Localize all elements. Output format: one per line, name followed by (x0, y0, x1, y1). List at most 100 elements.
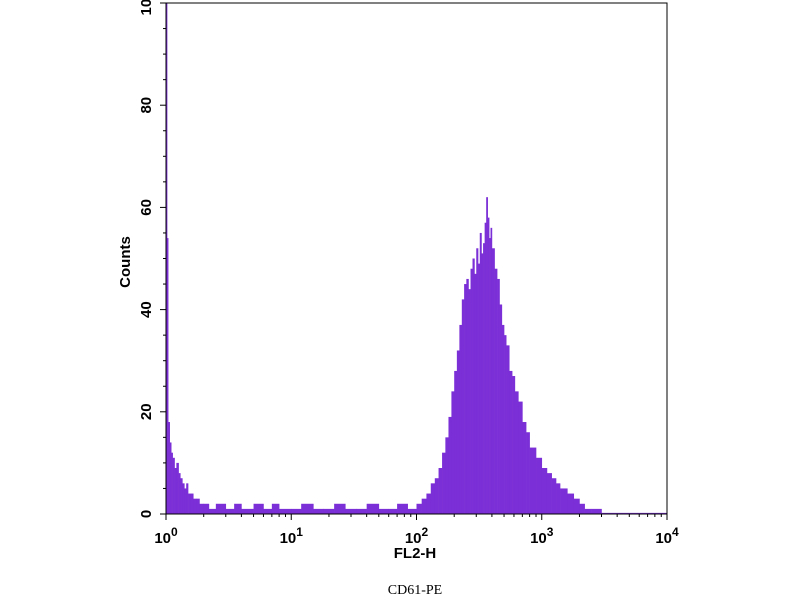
histogram-bar (522, 422, 527, 514)
histogram-bar (279, 508, 292, 514)
histogram-bar (253, 503, 264, 514)
histogram-bar (445, 437, 449, 514)
histogram-bar (476, 248, 479, 514)
histogram-bar (241, 508, 254, 514)
histogram-bar (451, 391, 455, 514)
histogram-bar (271, 503, 280, 514)
histogram-bar (199, 503, 204, 514)
histogram-bar (536, 457, 543, 514)
figure-caption: CD61-PE (387, 583, 443, 598)
y-tick-label: 80 (138, 97, 155, 114)
histogram-bar (313, 508, 324, 514)
histogram-bar (388, 508, 398, 514)
histogram-bar (169, 442, 172, 514)
histogram-bar (560, 488, 568, 514)
histogram-bar (459, 324, 463, 514)
histogram-bar (470, 268, 473, 514)
histogram-bar (178, 473, 181, 514)
histogram-bar (171, 452, 173, 514)
histogram-bar (472, 258, 475, 514)
y-tick-label: 40 (138, 301, 155, 318)
histogram-bar (468, 289, 471, 514)
histogram-bar (208, 508, 217, 514)
histogram-bar (186, 483, 189, 514)
histogram-bar (518, 401, 523, 514)
histogram-bar (501, 324, 505, 514)
axis-ticks (160, 2, 668, 520)
plot-frame (165, 2, 668, 515)
histogram-bar (584, 508, 592, 514)
x-axis-title: FL2-H (394, 545, 437, 562)
histogram-bar (487, 217, 490, 514)
histogram-bar (416, 503, 422, 514)
histogram-bar (166, 3, 168, 514)
histogram-bar (490, 227, 493, 514)
x-tick-label: 103 (530, 525, 554, 547)
histogram-bar (573, 498, 580, 514)
histogram-bar (356, 508, 367, 514)
histogram-bar (434, 478, 439, 514)
histogram-bar (193, 498, 197, 514)
histogram-bar (323, 508, 335, 514)
y-axis-title: Counts (117, 236, 134, 288)
histogram-bar (196, 498, 200, 514)
histogram-bar (334, 503, 346, 514)
histogram-bar (567, 493, 575, 514)
histogram-bar (182, 483, 185, 514)
histogram-bar (499, 304, 503, 514)
histogram-bar (556, 483, 561, 514)
histogram-bar (442, 452, 446, 514)
histogram-bar (514, 391, 519, 514)
x-tick-labels: 100 101 102 103 104 (154, 525, 679, 547)
histogram-bar (486, 197, 488, 514)
histogram-bar (591, 508, 602, 514)
histogram-bar (234, 503, 242, 514)
histogram-bar (551, 478, 557, 514)
histogram-bar (421, 498, 427, 514)
histogram-bar (203, 503, 210, 514)
histogram-bar (479, 232, 482, 514)
y-tick-label: 0 (138, 510, 155, 518)
histogram-bar (184, 488, 187, 514)
y-tick-labels: 0 20 40 60 80 100 (138, 0, 155, 518)
histogram-bar (345, 508, 357, 514)
histogram-bar (529, 447, 537, 514)
histogram-bar (426, 493, 432, 514)
histogram-bar (174, 468, 177, 514)
histogram-bar (546, 473, 552, 514)
histogram-bar (225, 508, 235, 514)
histogram-bar (168, 422, 170, 514)
histogram-bar (484, 222, 487, 515)
y-tick-label: 100 (138, 0, 155, 16)
y-tick-label: 60 (138, 199, 155, 216)
x-tick-label: 101 (280, 525, 304, 547)
histogram-bar (180, 478, 183, 514)
histogram-bar (526, 432, 530, 514)
histogram-bar (541, 468, 548, 514)
histogram-bar (448, 416, 452, 514)
histogram-bar (483, 243, 485, 515)
histogram-bar (504, 335, 507, 514)
histogram-bar (579, 503, 585, 514)
histogram-bar (263, 508, 273, 514)
histogram-bar (461, 299, 465, 514)
histogram-bar (509, 370, 513, 514)
histogram-bar (456, 350, 460, 514)
histogram-bar (497, 278, 500, 514)
histogram-bar (366, 503, 380, 514)
x-tick-label: 102 (405, 525, 429, 547)
histogram-bar (438, 468, 443, 514)
histogram-bar (301, 503, 314, 514)
histogram-bar (430, 483, 436, 514)
histogram-bar (506, 345, 510, 514)
histogram-bar (190, 493, 194, 514)
x-tick-label: 100 (154, 525, 178, 547)
histogram-bar (478, 263, 481, 514)
x-tick-label: 104 (655, 525, 679, 547)
histogram-bar (378, 508, 390, 514)
histogram-bar (489, 238, 491, 514)
histogram-bar (481, 253, 484, 514)
histogram-bar (491, 248, 495, 514)
histogram-bar (167, 238, 169, 514)
histogram-bar (188, 493, 192, 514)
